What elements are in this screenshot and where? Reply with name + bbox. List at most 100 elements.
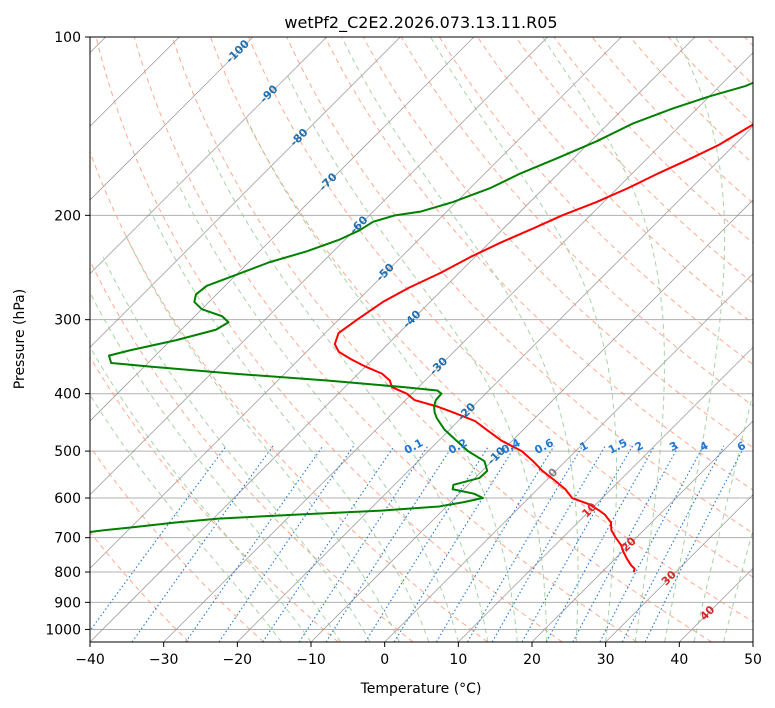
moist-adiabat-line xyxy=(752,640,753,642)
isotherm-line xyxy=(90,37,622,569)
mixing-ratio-line xyxy=(644,445,746,642)
y-tick-label: 800 xyxy=(54,565,81,581)
mixing-ratio-label: 4 xyxy=(698,439,711,454)
mixing-ratio-label: 3 xyxy=(667,439,680,454)
isotherm-label: -30 xyxy=(427,354,450,377)
isotherm-label: 40 xyxy=(697,603,717,623)
isotherm-line xyxy=(90,37,475,422)
isotherm-line xyxy=(605,494,753,642)
moist-adiabat-line xyxy=(285,72,548,642)
dry-adiabat-line xyxy=(133,37,638,642)
isotherm-line xyxy=(90,37,401,348)
isotherm-label: -40 xyxy=(400,307,423,330)
y-axis: 100 200 300 400 500 600 700 800 900 1000 xyxy=(45,30,90,638)
dry-adiabat-line xyxy=(95,37,563,642)
isotherm-line xyxy=(90,37,254,201)
plot-frame xyxy=(89,36,754,643)
moist-adiabat-line xyxy=(102,256,371,642)
x-tick-label: 30 xyxy=(597,652,615,668)
dry-adiabat-line xyxy=(667,37,753,125)
x-axis-title: Temperature (°C) xyxy=(360,681,482,697)
mixing-ratio-line xyxy=(262,445,395,642)
y-tick-label: 400 xyxy=(54,387,81,403)
mixing-ratio-line xyxy=(545,445,656,642)
moist-adiabat-line xyxy=(243,114,518,642)
isotherm-line xyxy=(90,37,548,496)
isotherm-label: -50 xyxy=(374,261,397,284)
isotherm-line xyxy=(237,125,753,642)
isotherm-line xyxy=(384,273,753,642)
x-tick-label: −10 xyxy=(296,652,326,668)
mixing-ratio-line xyxy=(364,445,490,642)
dry-adiabat-layer xyxy=(90,24,775,642)
isotherm-layer xyxy=(90,37,753,642)
isotherm-line xyxy=(163,52,753,642)
isotherm-line xyxy=(90,37,696,642)
series-layer xyxy=(90,81,753,573)
mixing-ratio-label: 0.2 xyxy=(446,436,469,457)
moist-adiabat-line xyxy=(430,37,618,642)
isotherm-line xyxy=(310,199,753,642)
x-axis: −40 −30 −20 −10 0 10 20 30 40 50 xyxy=(75,642,762,668)
dry-adiabat-line xyxy=(90,445,264,642)
dry-adiabat-line xyxy=(90,150,488,642)
moist-adiabat-line xyxy=(207,149,489,642)
y-tick-label: 900 xyxy=(54,595,81,611)
y-tick-label: 300 xyxy=(54,313,81,329)
mixing-ratio-line xyxy=(599,445,704,642)
x-tick-label: −30 xyxy=(149,652,179,668)
moist-adiabat-line xyxy=(90,291,341,642)
y-axis-title: Pressure (hPa) xyxy=(12,289,28,389)
x-tick-label: 0 xyxy=(380,652,389,668)
isotherm-label: 10 xyxy=(579,500,599,520)
mixing-ratio-line xyxy=(435,445,555,642)
moist-adiabat-line xyxy=(341,37,579,642)
y-tick-label: 700 xyxy=(54,531,81,547)
y-tick-label: 100 xyxy=(54,30,81,46)
moist-adiabat-line xyxy=(90,345,312,642)
isotherm-line xyxy=(752,641,753,642)
moist-adiabat-layer xyxy=(90,37,753,642)
mixing-ratio-line xyxy=(467,445,584,642)
isotherm-line xyxy=(531,420,753,642)
moist-adiabat-line xyxy=(542,37,665,642)
mixing-ratio-label: 6 xyxy=(735,439,748,454)
dry-adiabat-line xyxy=(770,24,775,642)
mixing-ratio-label: 2 xyxy=(633,439,646,454)
isotherm-label: -90 xyxy=(257,82,280,105)
x-tick-label: 20 xyxy=(523,652,541,668)
temperature-profile-line xyxy=(333,123,753,573)
mixing-ratio-line xyxy=(393,445,516,642)
y-tick-label: 600 xyxy=(54,491,81,507)
moist-adiabat-line xyxy=(124,233,400,642)
mixing-ratio-line xyxy=(185,445,324,642)
mixing-ratio-label: 1.5 xyxy=(606,436,629,457)
mixing-ratio-line xyxy=(621,445,725,642)
mixing-ratio-line xyxy=(298,445,429,642)
y-tick-label: 200 xyxy=(54,208,81,224)
mixing-ratio-line xyxy=(325,445,454,642)
y-tick-label: 1000 xyxy=(45,622,81,638)
moist-adiabat-line xyxy=(90,394,282,642)
dry-adiabat-line xyxy=(286,37,753,534)
x-tick-label: −40 xyxy=(75,652,105,668)
dry-adiabat-line xyxy=(90,356,339,642)
dry-adiabat-line xyxy=(90,259,414,642)
moist-adiabat-line xyxy=(176,180,459,642)
dry-adiabat-line xyxy=(705,37,753,86)
isotherm-label: -100 xyxy=(223,37,252,66)
mixing-ratio-label: 0.6 xyxy=(532,436,556,457)
isotherm-label: -60 xyxy=(347,213,370,236)
label-layer: 0.10.20.40.611.52346810131620253036-100-… xyxy=(223,37,748,623)
dry-adiabat-line xyxy=(744,37,753,47)
x-tick-label: −20 xyxy=(223,652,253,668)
moist-adiabat-line xyxy=(148,208,430,642)
isotherm-line xyxy=(90,37,327,275)
chart-title: wetPf2_C2E2.2026.073.13.11.R05 xyxy=(284,13,557,33)
mixing-ratio-line xyxy=(131,445,274,642)
moist-adiabat-line xyxy=(693,390,753,642)
dry-adiabat-line xyxy=(90,531,190,642)
isotherm-line xyxy=(458,346,753,642)
x-tick-label: 40 xyxy=(670,652,688,668)
